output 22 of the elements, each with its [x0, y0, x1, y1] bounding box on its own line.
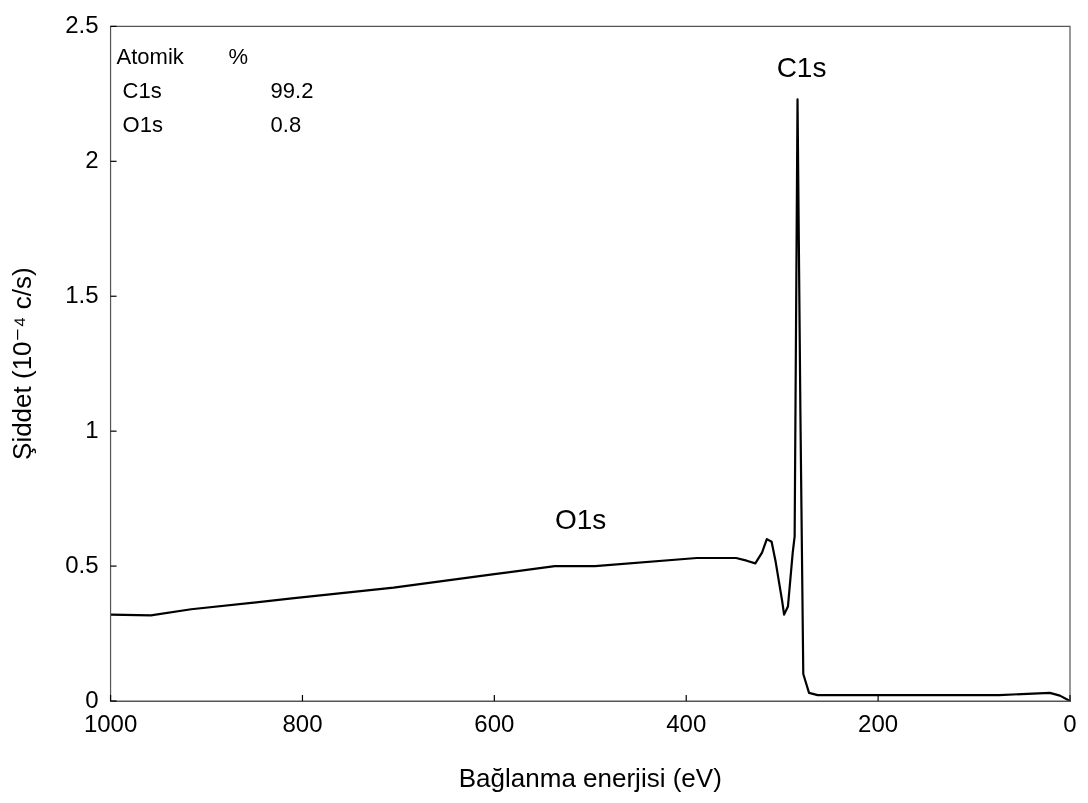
x-tick-label: 800 — [282, 710, 323, 738]
x-tick-label: 200 — [858, 710, 899, 738]
annotation: 0.8 — [270, 112, 302, 138]
y-tick-label: 2.5 — [65, 11, 99, 39]
annotation: Atomik — [116, 44, 185, 70]
annotation: C1s — [776, 52, 827, 84]
x-axis-title: Bağlanma enerjisi (eV) — [458, 762, 722, 793]
annotation: % — [228, 44, 249, 70]
y-axis-title: Şiddet (10⁻⁴ c/s) — [6, 267, 37, 460]
x-tick-label: 400 — [666, 710, 707, 738]
y-tick-label: 0.5 — [65, 550, 99, 578]
annotation: C1s — [122, 78, 162, 104]
annotation: O1s — [555, 503, 607, 535]
x-tick-label: 0 — [1063, 710, 1077, 738]
y-tick-label: 1.5 — [65, 280, 99, 308]
y-tick-label: 2 — [85, 145, 99, 173]
annotation: O1s — [122, 112, 163, 138]
annotation: 99.2 — [270, 78, 314, 104]
y-tick-label: 1 — [85, 415, 99, 443]
x-tick-label: 1000 — [83, 710, 138, 738]
y-tick-label: 0 — [85, 685, 99, 713]
x-tick-label: 600 — [474, 710, 515, 738]
